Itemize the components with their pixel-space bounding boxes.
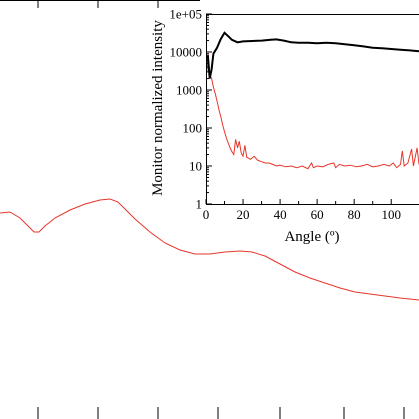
inset-xlabel: Angle (º) xyxy=(284,229,339,245)
inset-plot: 0 20 40 60 80 100 1 10 100 1000 10000 1e+05 Angle … xyxy=(150,0,419,245)
inset-xtick-label-60: 60 xyxy=(311,207,324,222)
inset-xtick-label-20: 20 xyxy=(237,207,250,222)
inset-xticks: 0 20 40 60 80 100 xyxy=(203,199,401,222)
inset-xtick-label-40: 40 xyxy=(274,207,287,222)
inset-ytick-label-2: 100 xyxy=(183,121,203,136)
inset-ytick-label-0: 1 xyxy=(196,197,203,212)
inset-ytick-label-5: 1e+05 xyxy=(169,7,202,22)
inset-series-line-0 xyxy=(206,53,419,170)
inset-series xyxy=(206,31,419,170)
inset-ylabel: Monitor normalized intensity xyxy=(150,20,166,196)
inset-xtick-label-100: 100 xyxy=(381,207,401,222)
inset-ytick-label-4: 10000 xyxy=(170,45,203,60)
inset-ytick-label-3: 1000 xyxy=(176,83,202,98)
main-series xyxy=(0,198,419,301)
inset-ytick-label-1: 10 xyxy=(189,159,202,174)
main-series-line-0 xyxy=(0,198,419,301)
inset-background xyxy=(200,0,419,208)
inset-xtick-label-0: 0 xyxy=(203,207,210,222)
inset-series-line-1 xyxy=(206,31,419,79)
main-bottom-ticks xyxy=(37,407,405,419)
inset-yticks: 1 10 100 1000 10000 1e+05 xyxy=(169,7,212,212)
inset-xtick-label-80: 80 xyxy=(348,207,361,222)
